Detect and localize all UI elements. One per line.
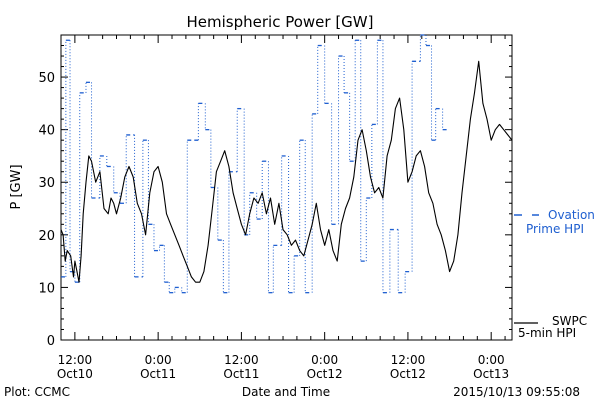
legend-swpc-line1: SWPC (552, 314, 587, 328)
y-tick-label: 30 (38, 176, 55, 191)
legend-ovation-line1: Ovation (548, 208, 595, 222)
x-tick-day-label: Oct11 (140, 367, 176, 381)
x-axis-label: Date and Time (242, 385, 330, 399)
legend-ovation-prime: Ovation Prime HPI (514, 208, 595, 236)
y-axis-label: P [GW] (9, 164, 24, 209)
series-ovation-prime (61, 34, 450, 294)
plot-frame (60, 34, 513, 341)
x-tick-day-label: Oct12 (307, 367, 343, 381)
legend-swpc: SWPC 5-min HPI (514, 314, 587, 340)
y-tick-label: 50 (38, 71, 55, 86)
x-tick-time-label: 12:00 (58, 353, 93, 367)
legend-ovation-line2: Prime HPI (526, 222, 584, 236)
series-swpc (60, 60, 513, 283)
x-tick-day-label: Oct13 (473, 367, 509, 381)
y-tick-label: 10 (38, 281, 55, 296)
swpc-line (60, 60, 513, 283)
x-axis-ticks: 12:00Oct100:00Oct1112:00Oct110:00Oct1212… (57, 35, 509, 381)
x-tick-time-label: 12:00 (391, 353, 426, 367)
footer-plot-credit: Plot: CCMC (4, 385, 70, 399)
legend-swpc-line2: 5-min HPI (518, 326, 576, 340)
x-tick-time-label: 0:00 (145, 353, 172, 367)
y-axis-ticks: 0 10 20 30 40 50 (38, 34, 512, 349)
x-tick-day-label: Oct12 (390, 367, 426, 381)
x-tick-day-label: Oct11 (223, 367, 259, 381)
x-tick-day-label: Oct10 (57, 367, 93, 381)
y-tick-label: 20 (38, 229, 55, 244)
chart-title: Hemispheric Power [GW] (187, 13, 374, 31)
y-tick-label: 40 (38, 124, 55, 139)
footer-timestamp: 2015/10/13 09:55:08 (453, 385, 580, 399)
x-tick-time-label: 0:00 (311, 353, 338, 367)
y-tick-label: 0 (47, 334, 55, 349)
x-tick-time-label: 12:00 (224, 353, 259, 367)
x-tick-time-label: 0:00 (478, 353, 505, 367)
